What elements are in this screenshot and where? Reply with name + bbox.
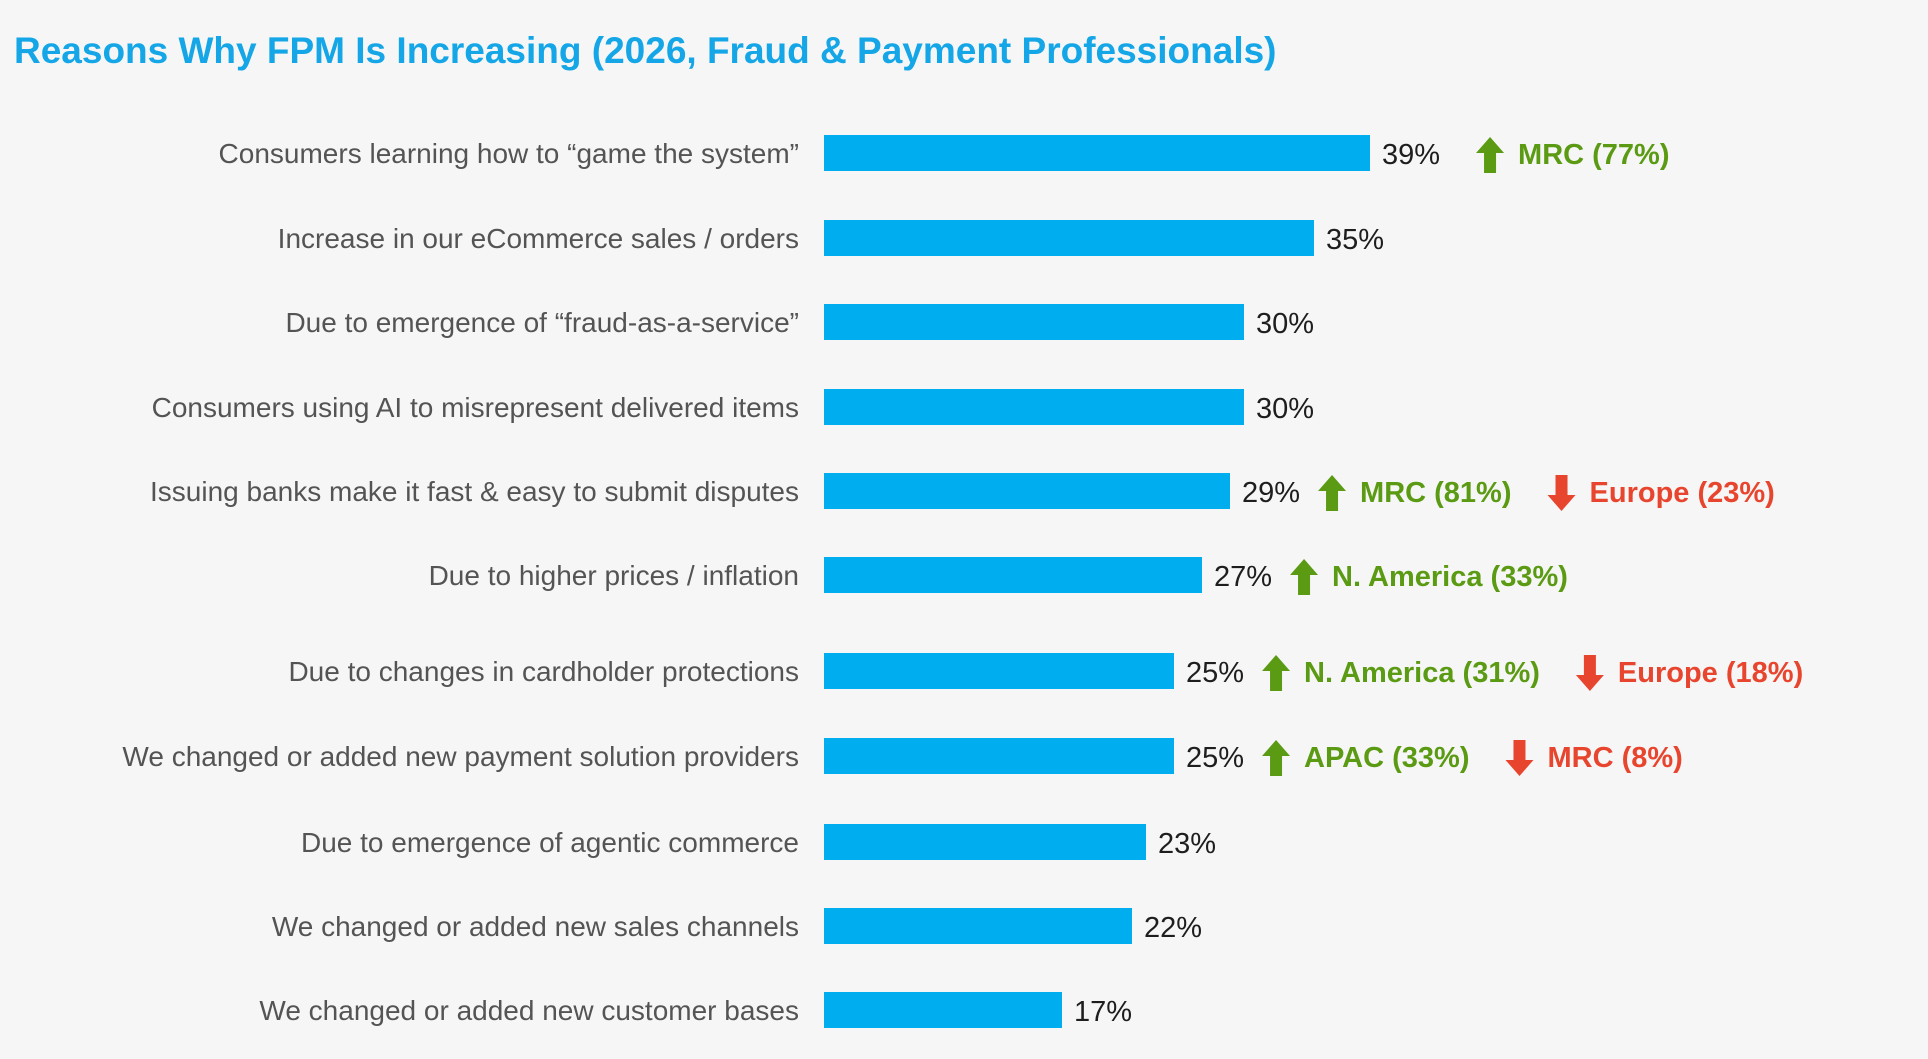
chart-title: Reasons Why FPM Is Increasing (2026, Fra… (14, 30, 1277, 71)
bar (824, 473, 1230, 509)
category-label: We changed or added new customer bases (259, 995, 799, 1026)
arrow-down-icon (1547, 475, 1576, 511)
value-label: 25% (1186, 657, 1244, 689)
value-label: 35% (1326, 224, 1384, 256)
decrease-note: MRC (8%) (1547, 742, 1682, 774)
bar (824, 304, 1244, 340)
value-label: 30% (1256, 308, 1314, 340)
bar (824, 653, 1174, 689)
increase-note: APAC (33%) (1304, 742, 1469, 774)
category-label: Due to emergence of “fraud-as-a-service” (285, 307, 799, 338)
arrow-up-icon (1290, 559, 1319, 595)
category-label: Increase in our eCommerce sales / orders (278, 223, 799, 254)
arrow-up-icon (1262, 740, 1291, 776)
arrow-up-icon (1318, 475, 1347, 511)
value-label: 39% (1382, 139, 1440, 171)
decrease-note: Europe (18%) (1618, 657, 1803, 689)
bar (824, 908, 1132, 944)
bar (824, 738, 1174, 774)
category-label: Due to emergence of agentic commerce (301, 827, 799, 858)
category-label: Due to higher prices / inflation (429, 560, 799, 591)
arrow-up-icon (1262, 655, 1291, 691)
increase-note: MRC (81%) (1360, 477, 1511, 509)
increase-note: N. America (33%) (1332, 561, 1568, 593)
category-label: Issuing banks make it fast & easy to sub… (150, 476, 799, 507)
bar (824, 992, 1062, 1028)
bar (824, 557, 1202, 593)
bar (824, 135, 1370, 171)
category-label: We changed or added new sales channels (272, 911, 799, 942)
value-label: 22% (1144, 912, 1202, 944)
category-label: Consumers using AI to misrepresent deliv… (152, 392, 799, 423)
bar (824, 824, 1146, 860)
value-label: 25% (1186, 742, 1244, 774)
value-label: 30% (1256, 393, 1314, 425)
value-label: 17% (1074, 996, 1132, 1028)
arrow-down-icon (1575, 655, 1604, 691)
value-label: 29% (1242, 477, 1300, 509)
bar (824, 220, 1314, 256)
category-label: Consumers learning how to “game the syst… (219, 138, 799, 169)
value-label: 23% (1158, 828, 1216, 860)
decrease-note: Europe (23%) (1590, 477, 1775, 509)
arrow-down-icon (1505, 740, 1534, 776)
arrow-up-icon (1476, 137, 1505, 173)
increase-note: MRC (77%) (1518, 139, 1669, 171)
increase-note: N. America (31%) (1304, 657, 1540, 689)
category-label: We changed or added new payment solution… (122, 741, 799, 772)
category-label: Due to changes in cardholder protections (288, 656, 799, 687)
bar (824, 389, 1244, 425)
value-label: 27% (1214, 561, 1272, 593)
